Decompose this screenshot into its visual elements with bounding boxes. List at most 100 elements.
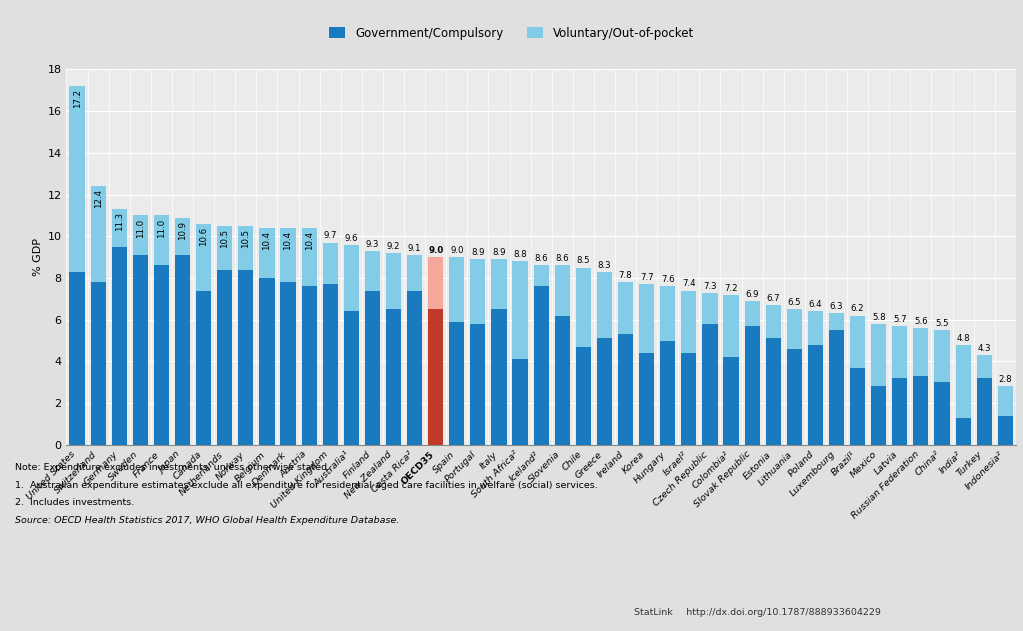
Text: Note: Expenditure excludes investments, unless otherwise stated.: Note: Expenditure excludes investments, … bbox=[15, 463, 330, 472]
Bar bbox=[808, 311, 824, 345]
Text: 9.0: 9.0 bbox=[450, 246, 463, 255]
Text: 9.1: 9.1 bbox=[408, 244, 421, 253]
Bar bbox=[280, 228, 296, 282]
Text: 9.2: 9.2 bbox=[387, 242, 400, 251]
Bar bbox=[955, 345, 971, 418]
Bar bbox=[70, 272, 85, 445]
Bar bbox=[491, 309, 506, 445]
Bar bbox=[723, 295, 739, 357]
Bar bbox=[723, 357, 739, 445]
Bar bbox=[829, 330, 844, 445]
Bar bbox=[596, 272, 612, 338]
Text: Source: OECD Health Statistics 2017, WHO Global Health Expenditure Database.: Source: OECD Health Statistics 2017, WHO… bbox=[15, 516, 400, 525]
Bar bbox=[259, 228, 274, 278]
Bar bbox=[175, 255, 190, 445]
Bar bbox=[322, 242, 338, 284]
Bar bbox=[554, 266, 570, 316]
Bar bbox=[471, 259, 486, 324]
Bar bbox=[302, 286, 317, 445]
Bar bbox=[449, 257, 464, 322]
Text: 10.4: 10.4 bbox=[263, 231, 271, 250]
Bar bbox=[850, 368, 865, 445]
Text: 6.4: 6.4 bbox=[808, 300, 822, 309]
Bar bbox=[407, 290, 422, 445]
Text: 5.6: 5.6 bbox=[915, 317, 928, 326]
Bar bbox=[977, 355, 991, 378]
Bar bbox=[681, 353, 697, 445]
Bar bbox=[850, 316, 865, 368]
Bar bbox=[196, 224, 211, 290]
Text: 7.4: 7.4 bbox=[682, 280, 696, 288]
Text: 10.4: 10.4 bbox=[283, 231, 293, 250]
Text: 4.8: 4.8 bbox=[957, 334, 970, 343]
Bar bbox=[133, 255, 148, 445]
Bar bbox=[892, 326, 907, 378]
Bar bbox=[428, 257, 443, 309]
Bar bbox=[365, 290, 380, 445]
Text: 17.2: 17.2 bbox=[73, 89, 82, 109]
Bar bbox=[703, 293, 717, 324]
Bar bbox=[153, 266, 169, 445]
Bar bbox=[660, 286, 675, 341]
Bar bbox=[491, 259, 506, 309]
Bar bbox=[386, 253, 401, 309]
Bar bbox=[238, 226, 254, 269]
Bar bbox=[765, 338, 781, 445]
Text: 9.7: 9.7 bbox=[323, 232, 337, 240]
Text: 7.8: 7.8 bbox=[619, 271, 632, 280]
Text: 9.0: 9.0 bbox=[428, 246, 443, 255]
Text: StatLink      http://dx.doi.org/10.1787/888933604229: StatLink http://dx.doi.org/10.1787/88893… bbox=[634, 608, 881, 617]
Bar bbox=[914, 328, 929, 376]
Bar bbox=[513, 359, 528, 445]
Bar bbox=[153, 215, 169, 266]
Bar bbox=[513, 261, 528, 359]
Text: 8.9: 8.9 bbox=[472, 248, 485, 257]
Bar bbox=[175, 218, 190, 255]
Text: 1.  Australian expenditure estimates exclude all expenditure for residential age: 1. Australian expenditure estimates excl… bbox=[15, 481, 598, 490]
Text: 2.8: 2.8 bbox=[998, 375, 1012, 384]
Bar bbox=[576, 268, 591, 347]
Text: 11.3: 11.3 bbox=[115, 212, 124, 232]
Text: 5.8: 5.8 bbox=[872, 313, 886, 322]
Text: 10.5: 10.5 bbox=[241, 229, 251, 248]
Bar bbox=[365, 251, 380, 290]
Bar bbox=[449, 322, 464, 445]
Bar bbox=[681, 290, 697, 353]
Bar bbox=[639, 284, 655, 353]
Bar bbox=[829, 314, 844, 330]
Text: 8.3: 8.3 bbox=[597, 261, 612, 269]
Bar bbox=[808, 345, 824, 445]
Bar bbox=[977, 378, 991, 445]
Bar bbox=[428, 309, 443, 445]
Bar bbox=[703, 324, 717, 445]
Bar bbox=[596, 338, 612, 445]
Bar bbox=[997, 386, 1013, 416]
Y-axis label: % GDP: % GDP bbox=[34, 238, 43, 276]
Text: 7.7: 7.7 bbox=[639, 273, 654, 282]
Bar bbox=[618, 282, 633, 334]
Text: 2.  Includes investments.: 2. Includes investments. bbox=[15, 498, 135, 507]
Bar bbox=[534, 266, 548, 286]
Text: 6.2: 6.2 bbox=[851, 304, 864, 314]
Bar bbox=[934, 382, 949, 445]
Bar bbox=[91, 186, 105, 282]
Bar bbox=[344, 245, 359, 311]
Text: 4.3: 4.3 bbox=[977, 344, 991, 353]
Text: 10.6: 10.6 bbox=[199, 227, 208, 246]
Text: 11.0: 11.0 bbox=[136, 218, 145, 238]
Bar bbox=[997, 416, 1013, 445]
Text: 11.0: 11.0 bbox=[157, 218, 166, 238]
Bar bbox=[934, 330, 949, 382]
Bar bbox=[407, 255, 422, 290]
Text: 7.6: 7.6 bbox=[661, 275, 674, 284]
Bar bbox=[471, 324, 486, 445]
Text: 5.7: 5.7 bbox=[893, 315, 906, 324]
Bar bbox=[745, 326, 760, 445]
Legend: Government/Compulsory, Voluntary/Out-of-pocket: Government/Compulsory, Voluntary/Out-of-… bbox=[329, 27, 694, 40]
Text: 5.5: 5.5 bbox=[935, 319, 948, 328]
Bar bbox=[892, 378, 907, 445]
Text: 6.3: 6.3 bbox=[830, 302, 843, 311]
Bar bbox=[238, 269, 254, 445]
Bar bbox=[344, 311, 359, 445]
Bar bbox=[618, 334, 633, 445]
